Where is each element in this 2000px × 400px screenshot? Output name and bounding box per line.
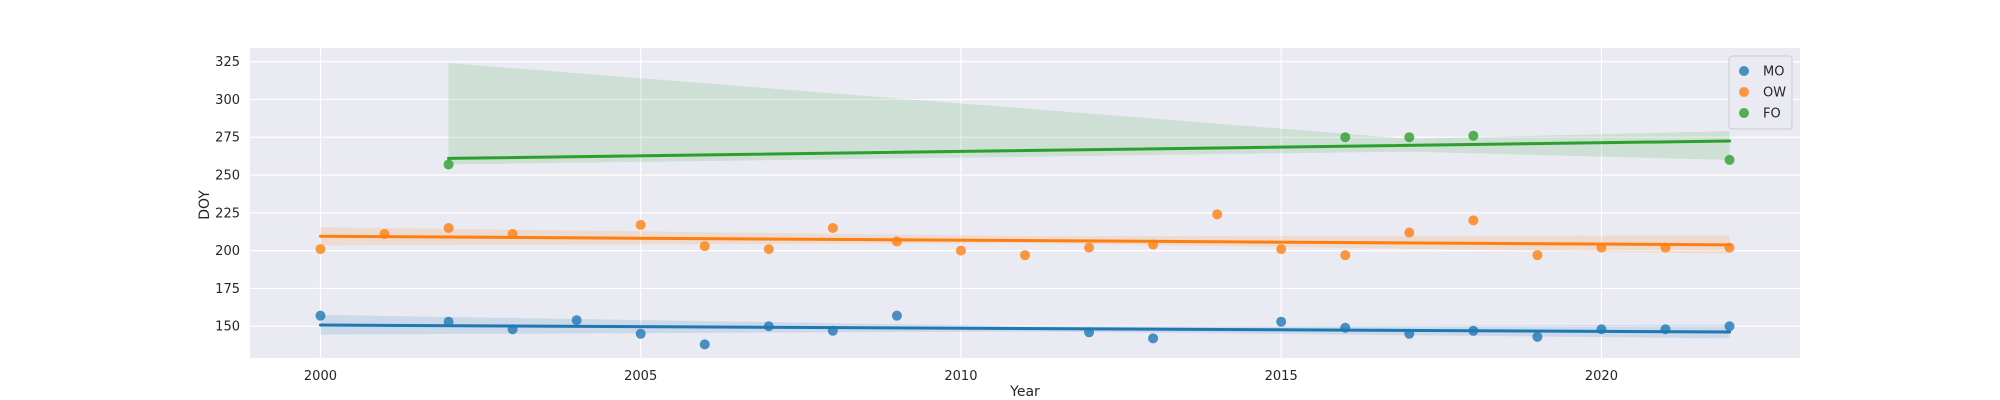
point-fo (1468, 130, 1479, 141)
point-ow (315, 244, 326, 255)
point-ow (955, 245, 966, 256)
point-fo (443, 159, 454, 170)
y-axis-label: DOY (197, 190, 213, 220)
tick-labels: 2000 2005 2010 2015 2020 150 175 200 225 250 275 30… (215, 55, 1618, 384)
legend-marker-fo (1739, 108, 1749, 118)
x-axis-label: Year (1009, 384, 1040, 400)
point-ow (699, 241, 710, 252)
point-ow (827, 222, 838, 233)
legend-marker-mo (1739, 66, 1749, 76)
point-mo (891, 310, 902, 321)
y-tick-label: 250 (215, 169, 240, 184)
x-tick-label: 2000 (304, 369, 337, 384)
trend-line-ow (318, 234, 1732, 247)
point-ow (1020, 250, 1030, 261)
point-mo (1532, 331, 1543, 342)
x-tick-label: 2010 (944, 369, 977, 384)
y-tick-label: 325 (215, 55, 240, 70)
point-ow (891, 236, 902, 247)
point-mo (699, 339, 710, 350)
x-tick-label: 2015 (1265, 369, 1298, 384)
point-ow (1404, 227, 1415, 238)
point-mo (635, 328, 646, 339)
point-mo (1148, 333, 1159, 344)
y-tick-label: 175 (215, 282, 240, 297)
y-tick-label: 275 (215, 131, 240, 146)
legend-label-fo: FO (1763, 107, 1781, 122)
y-tick-label: 150 (215, 320, 240, 335)
point-ow (1340, 250, 1351, 261)
point-ow (1212, 209, 1223, 220)
point-ow (635, 219, 646, 230)
x-tick-label: 2005 (624, 369, 657, 384)
point-mo (315, 310, 326, 321)
point-fo (1340, 132, 1351, 143)
point-fo (1724, 154, 1735, 165)
point-ow (1468, 215, 1479, 226)
point-ow (763, 244, 774, 255)
y-tick-label: 200 (215, 244, 240, 259)
x-tick-label: 2020 (1585, 369, 1618, 384)
legend-label-mo: MO (1763, 65, 1784, 80)
point-mo (1276, 316, 1287, 327)
point-ow (1276, 244, 1287, 255)
point-mo (571, 315, 582, 326)
legend-marker-ow (1739, 87, 1749, 97)
legend-label-ow: OW (1763, 86, 1786, 101)
trend-line-mo (318, 323, 1732, 334)
y-tick-label: 300 (215, 93, 240, 108)
point-ow (443, 222, 454, 233)
point-ow (1532, 250, 1543, 261)
trend-lines (318, 139, 1732, 334)
trend-line-fo (447, 139, 1732, 160)
legend: MO OW FO (1728, 55, 1793, 130)
y-tick-label: 225 (215, 206, 240, 221)
point-fo (1404, 132, 1415, 143)
grid-lines (250, 48, 1800, 358)
point-ow (1084, 242, 1095, 253)
point-mo (1724, 321, 1735, 332)
band-mo (320, 314, 1730, 339)
